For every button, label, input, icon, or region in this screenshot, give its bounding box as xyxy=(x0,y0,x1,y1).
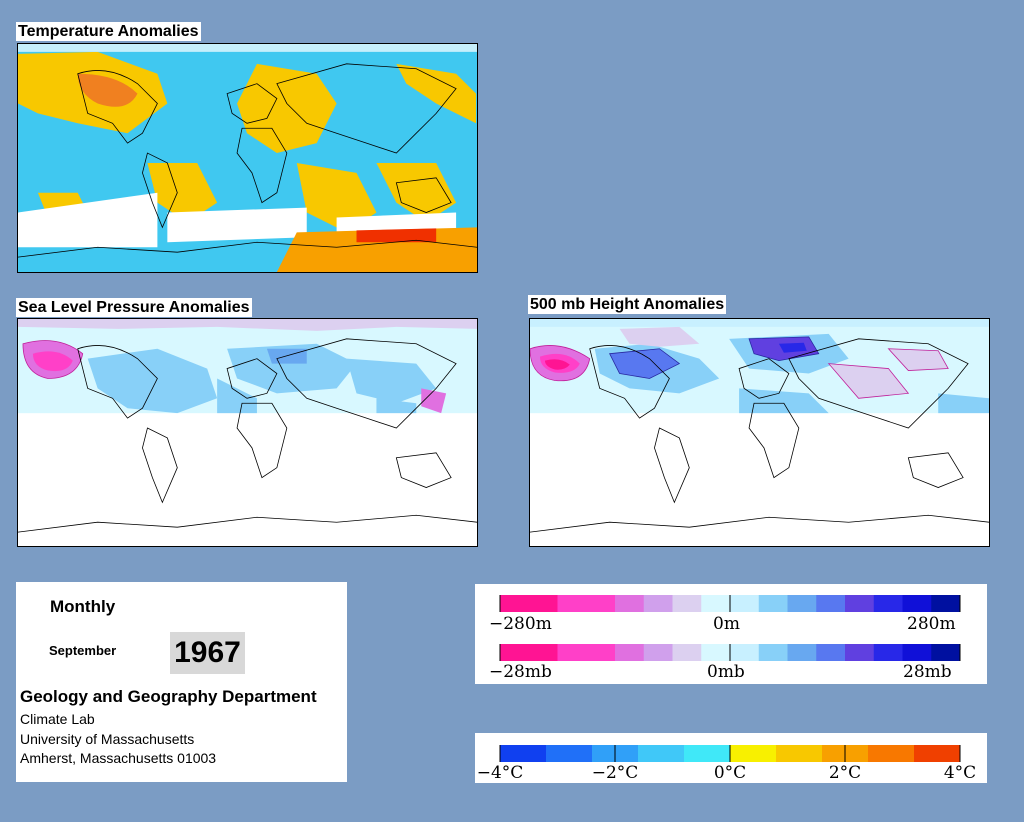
temperature-colorbar-swatch xyxy=(868,745,915,762)
address-label: Amherst, Massachusetts 01003 xyxy=(20,750,217,766)
height500-map-title: 500 mb Height Anomalies xyxy=(528,295,727,314)
height-colorbar-swatch xyxy=(816,595,846,612)
pressure-colorbar-swatch xyxy=(787,644,817,661)
temperature-legend-labels: −4°C −2°C 0°C 2°C 4°C xyxy=(477,745,976,783)
temperature-colorbar-swatch xyxy=(546,745,593,762)
height-colorbar-swatch xyxy=(931,595,961,612)
height-colorbar xyxy=(499,595,961,612)
pressure-colorbar-swatch xyxy=(586,644,616,661)
pressure-colorbar-swatch xyxy=(873,644,903,661)
height-colorbar-swatch xyxy=(672,595,702,612)
temperature-colorbar-swatch xyxy=(500,745,547,762)
pressure-legend-left: −28mb xyxy=(489,662,552,682)
pressure-legend-right: 28mb xyxy=(903,662,952,682)
height-colorbar-swatch xyxy=(701,595,731,612)
height-colorbar-swatch xyxy=(586,595,616,612)
pressure-colorbar-swatch xyxy=(615,644,645,661)
year-label: 1967 xyxy=(170,632,245,674)
temperature-legend-label: 2°C xyxy=(829,763,861,783)
height-legend-right: 280m xyxy=(907,614,956,634)
height-colorbar-swatch xyxy=(615,595,645,612)
pressure-colorbar-swatch xyxy=(902,644,932,661)
temperature-anomaly-map xyxy=(17,43,478,273)
temperature-legend-label: 0°C xyxy=(714,763,746,783)
temperature-legend-label: 4°C xyxy=(944,763,976,783)
temperature-legend-label: −4°C xyxy=(477,763,524,783)
height-legend-center: 0m xyxy=(713,614,740,634)
height-colorbar-swatch xyxy=(643,595,673,612)
height-colorbar-swatch xyxy=(845,595,875,612)
pressure-colorbar-swatch xyxy=(672,644,702,661)
lab-label: Climate Lab xyxy=(20,711,95,727)
temperature-colorbar-swatch xyxy=(914,745,961,762)
pressure-colorbar-swatch xyxy=(931,644,961,661)
pressure-colorbar-swatch xyxy=(845,644,875,661)
department-label: Geology and Geography Department xyxy=(20,687,317,706)
temperature-colorbar-swatch xyxy=(730,745,777,762)
height-colorbar-swatch xyxy=(500,595,530,612)
pressure-colorbar xyxy=(499,644,961,661)
slp-anomaly-map xyxy=(17,318,478,547)
height-legend-left: −280m xyxy=(489,614,552,634)
info-panel: Monthly September 1967 Geology and Geogr… xyxy=(16,582,347,782)
pressure-legend-center: 0mb xyxy=(707,662,745,682)
height-colorbar-swatch xyxy=(528,595,558,612)
pressure-colorbar-swatch xyxy=(701,644,731,661)
temperature-colorbar-swatch xyxy=(776,745,823,762)
pressure-colorbar-swatch xyxy=(816,644,846,661)
height-colorbar-swatch xyxy=(557,595,587,612)
period-label: Monthly xyxy=(50,597,116,616)
pressure-colorbar-swatch xyxy=(557,644,587,661)
slp-map-title: Sea Level Pressure Anomalies xyxy=(16,298,252,317)
height-colorbar-swatch xyxy=(730,595,760,612)
temperature-colorbar-swatch xyxy=(684,745,731,762)
height-colorbar-swatch xyxy=(873,595,903,612)
pressure-colorbar-swatch xyxy=(500,644,530,661)
pressure-colorbar-swatch xyxy=(643,644,673,661)
pressure-colorbar-swatch xyxy=(730,644,760,661)
month-label: September xyxy=(49,643,117,658)
temperature-colorbar-swatch xyxy=(638,745,685,762)
temperature-legend: −4°C −2°C 0°C 2°C 4°C xyxy=(475,733,987,783)
height-colorbar-swatch xyxy=(902,595,932,612)
height-colorbar-swatch xyxy=(787,595,817,612)
height-pressure-legend: −280m 0m 280m −28mb 0mb 28mb xyxy=(475,584,987,684)
university-label: University of Massachusetts xyxy=(20,731,195,747)
pressure-colorbar-swatch xyxy=(758,644,788,661)
temperature-map-title: Temperature Anomalies xyxy=(16,22,201,41)
pressure-colorbar-swatch xyxy=(528,644,558,661)
height500-anomaly-map xyxy=(529,318,990,547)
height-colorbar-swatch xyxy=(758,595,788,612)
temperature-legend-label: −2°C xyxy=(592,763,639,783)
